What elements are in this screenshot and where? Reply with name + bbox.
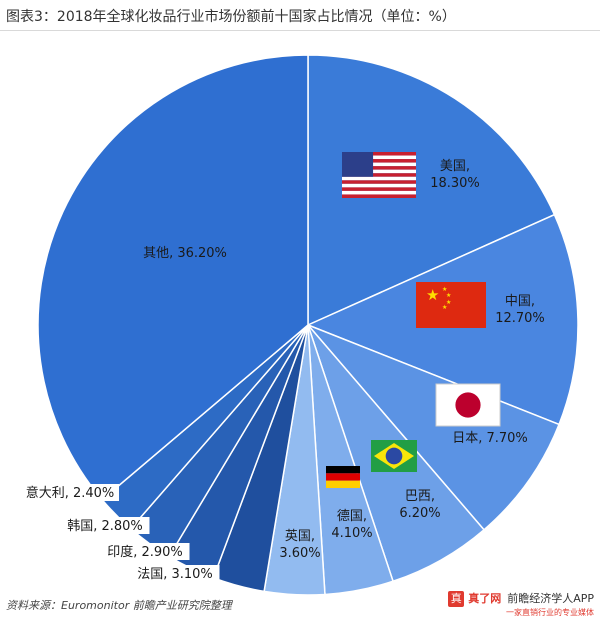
svg-text:★: ★ xyxy=(442,286,447,293)
brand-watermark: 真了网 xyxy=(468,592,502,605)
svg-text:★: ★ xyxy=(446,292,451,299)
label-background xyxy=(100,543,190,560)
pie-slice-美国 xyxy=(307,54,556,327)
title-divider xyxy=(0,30,600,31)
data-label-意大利: 意大利, 2.40% xyxy=(26,485,115,501)
cn-flag-icon: ★ ★★★★ xyxy=(416,282,486,328)
brand-mark: 真真了网 前瞻经济学人APP 一家直销行业的专业媒体 xyxy=(448,590,594,618)
chart-title: 图表3：2018年全球化妆品行业市场份额前十国家占比情况（单位：%） xyxy=(6,9,456,25)
data-label-中国: 中国, 12.70% xyxy=(495,294,545,326)
data-label-日本: 日本, 7.70% xyxy=(452,431,528,446)
br-flag-icon xyxy=(371,440,417,472)
data-label-德国: 德国, 4.10% xyxy=(331,509,372,541)
pie-slice-日本 xyxy=(307,324,561,531)
label-background xyxy=(130,565,220,582)
jp-flag-icon xyxy=(435,383,501,427)
data-label-美国: 美国, 18.30% xyxy=(430,159,480,191)
data-label-法国: 法国, 3.10% xyxy=(137,567,213,582)
svg-text:★: ★ xyxy=(442,304,447,311)
data-label-巴西: 巴西, 6.20% xyxy=(399,489,440,521)
svg-text:★: ★ xyxy=(426,286,439,304)
brand-tagline: 一家直销行业的专业媒体 xyxy=(506,608,594,617)
brand-logo-icon: 真 xyxy=(448,591,465,607)
pie-slice-其他 xyxy=(37,54,309,501)
de-flag-icon xyxy=(326,466,360,488)
data-label-其他: 其他, 36.20% xyxy=(143,246,227,261)
label-background xyxy=(21,484,119,501)
data-label-印度: 印度, 2.90% xyxy=(107,544,183,560)
data-label-英国: 英国, 3.60% xyxy=(279,529,320,561)
data-label-韩国: 韩国, 2.80% xyxy=(67,519,143,534)
label-background xyxy=(60,517,150,534)
brand-name: 前瞻经济学人APP xyxy=(507,592,594,605)
us-flag-icon xyxy=(342,152,416,198)
source-note: 资料来源：Euromonitor 前瞻产业研究院整理 xyxy=(6,599,232,612)
svg-text:★: ★ xyxy=(446,299,451,306)
